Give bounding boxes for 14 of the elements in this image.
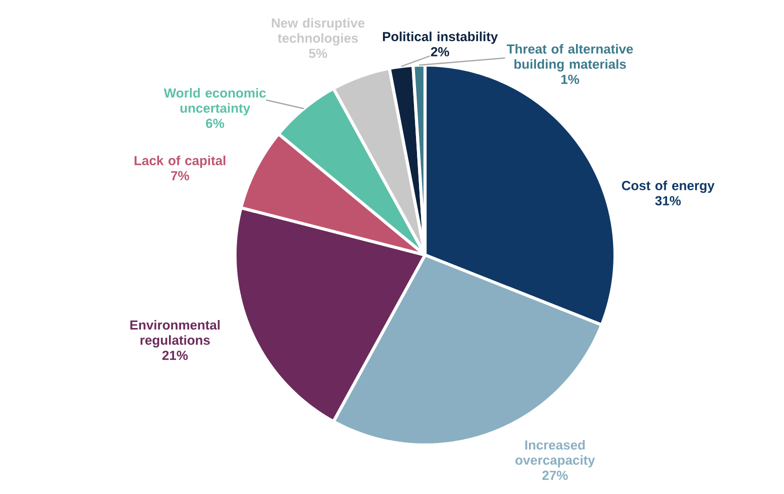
slice-label: Threat of alternative building materials: [506, 44, 633, 72]
data-label: 27%: [542, 470, 568, 480]
slice-label: Increased overcapacity: [515, 440, 595, 468]
slice-label: Lack of capital: [134, 156, 226, 168]
data-label: 6%: [206, 118, 224, 128]
slice-label: Cost of energy: [622, 180, 715, 193]
data-label: 2%: [430, 47, 450, 56]
data-label: 7%: [171, 171, 190, 180]
slice-label: Political instability: [382, 32, 498, 44]
slice-label: Environmental regulations: [130, 320, 220, 348]
slice-label: World economic uncertainty: [164, 88, 266, 116]
data-label: 21%: [162, 350, 188, 360]
data-label: 31%: [655, 196, 681, 206]
data-label: 1%: [561, 74, 580, 84]
